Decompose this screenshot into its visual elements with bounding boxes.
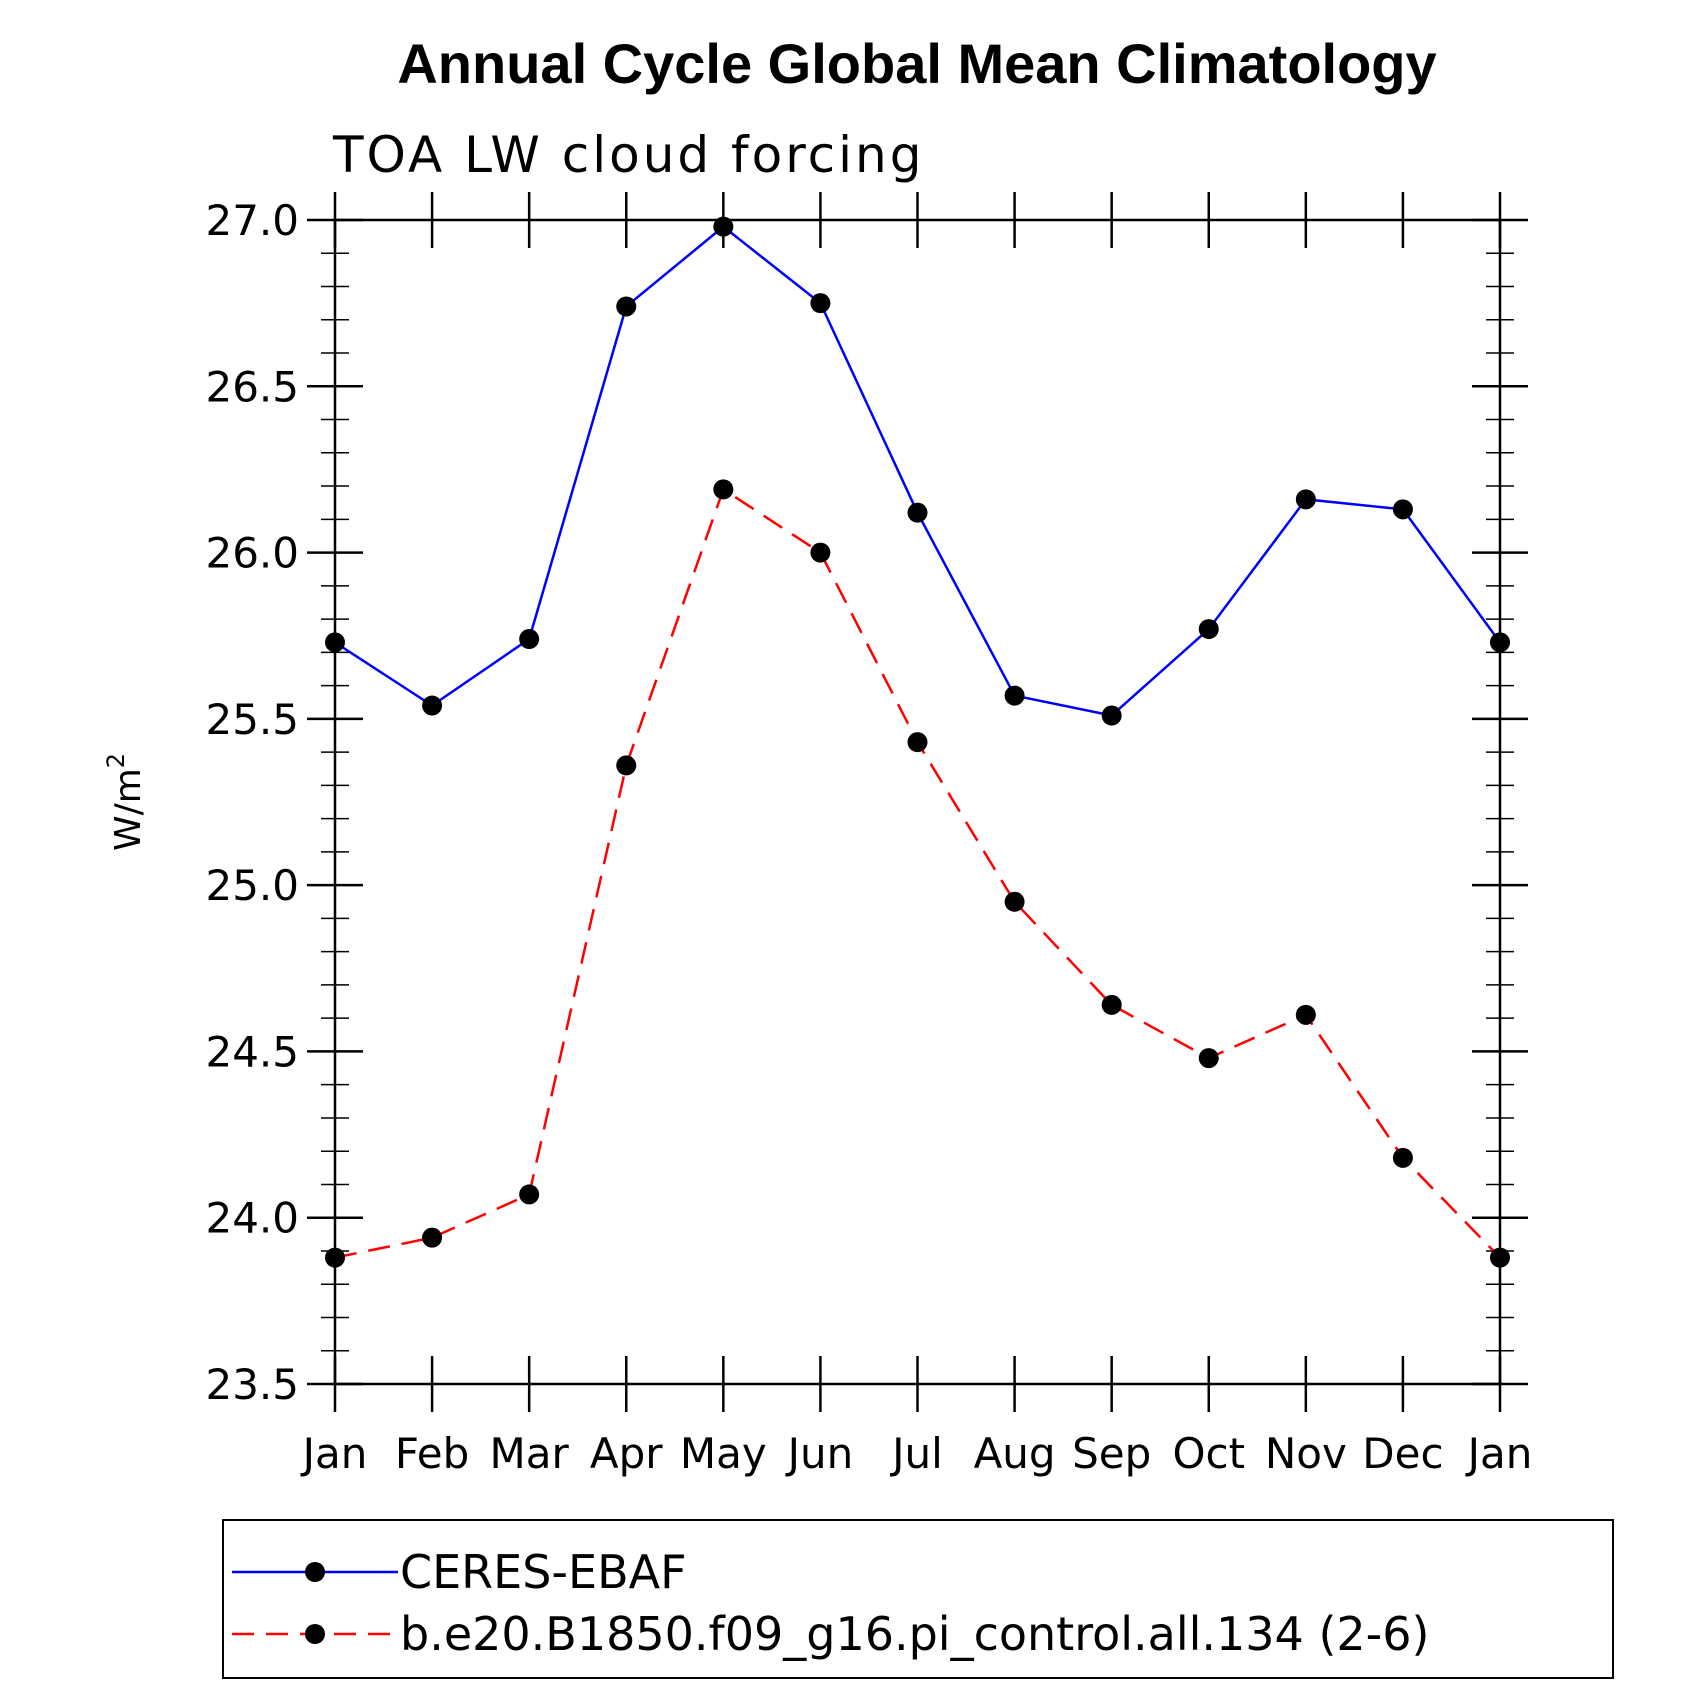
legend-label-2: b.e20.B1850.f09_g16.pi_control.all.134 (… xyxy=(400,1607,1429,1661)
y-tick-label: 23.5 xyxy=(205,1360,299,1409)
chart-subtitle: TOA LW cloud forcing xyxy=(332,126,924,184)
series-1-point xyxy=(907,502,928,523)
series-1-line xyxy=(334,225,1502,717)
x-tick-label: Aug xyxy=(974,1429,1056,1478)
series-2 xyxy=(325,479,1510,1268)
series-1-point xyxy=(616,296,637,317)
y-axis-label-base: W/m xyxy=(108,768,149,851)
series-1-point xyxy=(422,695,443,716)
series-2-point xyxy=(1004,891,1025,912)
x-tick-label: Dec xyxy=(1362,1429,1443,1478)
series-2-point xyxy=(1490,1247,1510,1268)
series-1-point xyxy=(1392,499,1413,520)
legend-label-1: CERES-EBAF xyxy=(400,1545,687,1599)
x-tick-label: Feb xyxy=(395,1429,469,1478)
plot-frame xyxy=(333,218,1502,1386)
series-layer xyxy=(325,216,1510,1268)
series-2-point xyxy=(713,479,734,500)
series-1-point xyxy=(810,293,831,314)
y-tick-label: 25.5 xyxy=(205,695,299,744)
series-2-point xyxy=(1101,994,1122,1015)
series-1-point xyxy=(1490,632,1510,653)
x-tick-labels: Jan Feb Mar Apr May Jun Jul Aug Sep Oct Nov Dec Jan xyxy=(300,1429,1533,1478)
y-tick-label: 24.0 xyxy=(205,1194,299,1243)
y-tick-label: 24.5 xyxy=(205,1027,299,1076)
series-1-point xyxy=(325,632,345,653)
y-axis-label: W/m2 xyxy=(102,753,149,851)
y-tick-label: 26.5 xyxy=(205,362,299,411)
series-1-point xyxy=(1295,489,1316,510)
series-1-point xyxy=(1198,619,1219,640)
series-2-point xyxy=(519,1184,540,1205)
series-2-point xyxy=(810,542,831,563)
series-2-point xyxy=(422,1227,443,1248)
x-tick-label: Jul xyxy=(889,1429,943,1478)
series-1-point xyxy=(519,629,540,650)
series-1-point xyxy=(713,216,734,237)
axis-ticks xyxy=(307,192,1528,1412)
x-tick-label: Nov xyxy=(1265,1429,1347,1478)
series-2-line xyxy=(334,487,1501,1259)
series-2-point xyxy=(325,1247,345,1268)
legend-swatch-marker-2 xyxy=(305,1624,325,1644)
chart-title: Annual Cycle Global Mean Climatology xyxy=(397,32,1436,95)
legend-box xyxy=(222,1519,1614,1679)
series-1-point xyxy=(1004,685,1025,706)
series-1-point xyxy=(1101,705,1122,726)
series-2-point xyxy=(1295,1004,1316,1025)
y-axis-label-superscript: 2 xyxy=(102,753,130,768)
x-tick-label: Jan xyxy=(300,1429,368,1478)
x-tick-label: Sep xyxy=(1072,1429,1151,1478)
x-tick-label: Oct xyxy=(1172,1429,1245,1478)
series-2-point xyxy=(616,755,637,776)
x-tick-label: Apr xyxy=(590,1429,663,1478)
x-tick-label: Jun xyxy=(785,1429,854,1478)
y-tick-label: 25.0 xyxy=(205,861,299,910)
x-tick-label: Mar xyxy=(490,1429,570,1478)
series-2-point xyxy=(907,732,928,753)
x-tick-label: Jan xyxy=(1465,1429,1533,1478)
y-tick-label: 26.0 xyxy=(205,529,299,578)
legend: CERES-EBAF b.e20.B1850.f09_g16.pi_control… xyxy=(232,1545,1429,1661)
x-tick-label: May xyxy=(680,1429,767,1478)
series-2-point xyxy=(1198,1048,1219,1069)
legend-swatch-marker-1 xyxy=(305,1562,325,1582)
y-tick-label: 27.0 xyxy=(205,196,299,245)
series-1 xyxy=(325,216,1510,726)
y-tick-labels: 23.5 24.0 24.5 25.0 25.5 26.0 26.5 27.0 xyxy=(205,196,299,1409)
series-2-point xyxy=(1392,1147,1413,1168)
